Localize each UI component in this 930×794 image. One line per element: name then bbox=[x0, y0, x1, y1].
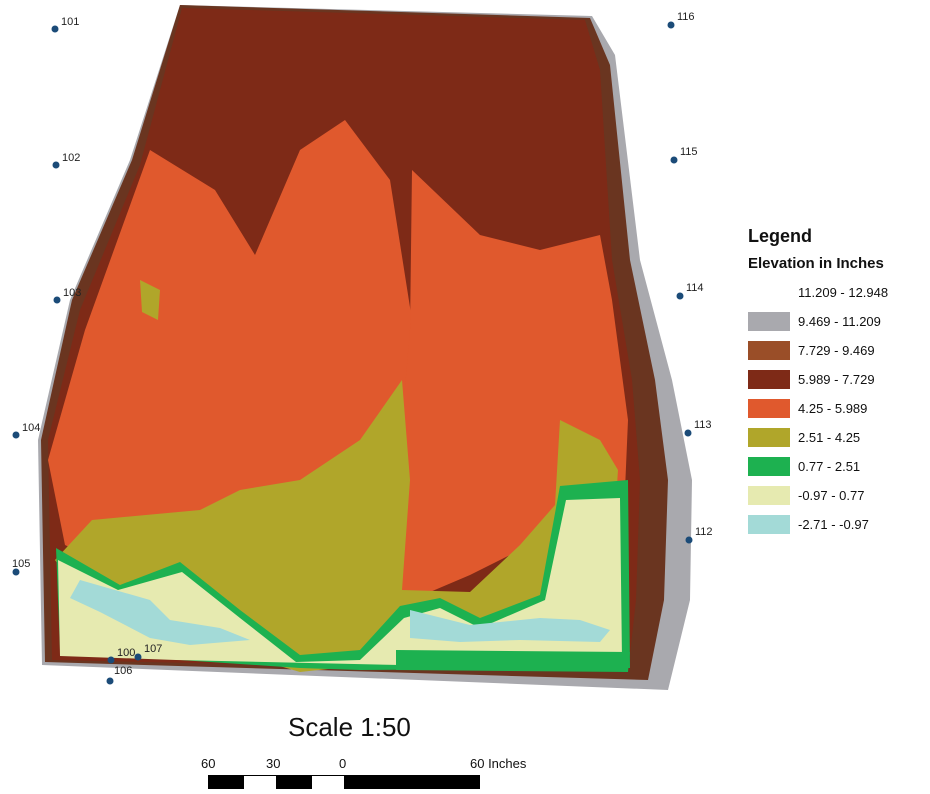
legend-item: -0.97 - 0.77 bbox=[748, 481, 928, 510]
elevation-zone-n271-n097-left bbox=[70, 580, 250, 645]
station-104-label: 104 bbox=[22, 422, 40, 434]
legend-item-label: 9.469 - 11.209 bbox=[798, 314, 881, 329]
scale-bar-segment bbox=[208, 775, 244, 789]
legend-swatch bbox=[748, 341, 790, 360]
legend-swatch bbox=[748, 457, 790, 476]
elevation-zone-n271-n097-right bbox=[410, 610, 610, 642]
scale-bar-segment bbox=[344, 775, 480, 789]
station-105-label: 105 bbox=[12, 558, 30, 570]
station-113-label: 113 bbox=[694, 419, 712, 431]
legend-item: 4.25 - 5.989 bbox=[748, 394, 928, 423]
scale-tick-60-left: 60 bbox=[201, 756, 216, 771]
station-112-label: 112 bbox=[695, 526, 713, 538]
station-103-label: 103 bbox=[63, 287, 81, 299]
station-100-marker[interactable] bbox=[107, 656, 115, 664]
station-102-label: 102 bbox=[62, 152, 80, 164]
station-116-marker[interactable] bbox=[667, 21, 675, 29]
legend-subtitle: Elevation in Inches bbox=[748, 255, 884, 272]
scale-tick-0: 0 bbox=[339, 756, 347, 771]
elevation-map: 101 102 103 104 105 100 107 106 112 113 … bbox=[12, 5, 713, 690]
legend-item-label: 2.51 - 4.25 bbox=[798, 430, 861, 445]
station-104-marker[interactable] bbox=[12, 431, 20, 439]
legend-item-label: -0.97 - 0.77 bbox=[798, 488, 865, 503]
station-100-label: 100 bbox=[117, 647, 135, 659]
station-105-marker[interactable] bbox=[12, 568, 20, 576]
station-101-label: 101 bbox=[61, 16, 79, 28]
scale-title: Scale 1:50 bbox=[288, 712, 411, 742]
scale-tick-30: 30 bbox=[266, 756, 281, 771]
legend-item-label: 0.77 - 2.51 bbox=[798, 459, 861, 474]
legend-swatch bbox=[748, 399, 790, 418]
legend-item: 11.209 - 12.948 bbox=[748, 278, 928, 307]
scale-bar-segment bbox=[276, 775, 312, 789]
legend-swatch bbox=[748, 283, 790, 302]
legend: Legend Elevation in Inches 11.209 - 12.9… bbox=[748, 226, 928, 539]
scale-bar-segment bbox=[244, 775, 276, 789]
station-115-marker[interactable] bbox=[670, 156, 678, 164]
station-107-marker[interactable] bbox=[134, 653, 142, 661]
legend-item-label: 5.989 - 7.729 bbox=[798, 372, 875, 387]
scale-tick-60-right: 60 Inches bbox=[470, 756, 527, 771]
legend-item: -2.71 - -0.97 bbox=[748, 510, 928, 539]
legend-item: 0.77 - 2.51 bbox=[748, 452, 928, 481]
legend-swatch bbox=[748, 428, 790, 447]
station-112-marker[interactable] bbox=[685, 536, 693, 544]
legend-item: 7.729 - 9.469 bbox=[748, 336, 928, 365]
legend-item: 9.469 - 11.209 bbox=[748, 307, 928, 336]
legend-swatch bbox=[748, 370, 790, 389]
legend-item-label: 11.209 - 12.948 bbox=[798, 285, 889, 300]
station-115-label: 115 bbox=[680, 146, 698, 158]
legend-item: 2.51 - 4.25 bbox=[748, 423, 928, 452]
legend-item-label: 4.25 - 5.989 bbox=[798, 401, 868, 416]
station-106-marker[interactable] bbox=[106, 677, 114, 685]
elevation-zone-0770-2510-strip bbox=[396, 650, 630, 672]
station-106-label: 106 bbox=[114, 665, 132, 677]
station-107-label: 107 bbox=[144, 643, 162, 655]
elevation-zone-2510-4250-patch bbox=[140, 280, 160, 320]
station-102-marker[interactable] bbox=[52, 161, 60, 169]
legend-title: Legend bbox=[748, 226, 813, 246]
legend-item: 5.989 - 7.729 bbox=[748, 365, 928, 394]
station-103-marker[interactable] bbox=[53, 296, 61, 304]
legend-item-label: 7.729 - 9.469 bbox=[798, 343, 875, 358]
legend-swatch bbox=[748, 486, 790, 505]
scale-bar-segment bbox=[312, 775, 344, 789]
station-101-marker[interactable] bbox=[51, 25, 59, 33]
station-markers: 101 102 103 104 105 100 107 106 112 113 … bbox=[12, 11, 713, 685]
station-114-label: 114 bbox=[686, 282, 704, 294]
station-114-marker[interactable] bbox=[676, 292, 684, 300]
legend-item-label: -2.71 - -0.97 bbox=[798, 517, 869, 532]
station-113-marker[interactable] bbox=[684, 429, 692, 437]
legend-swatch bbox=[748, 312, 790, 331]
elevation-zone-n097-0770 bbox=[58, 498, 622, 665]
station-116-label: 116 bbox=[677, 11, 695, 23]
legend-swatch bbox=[748, 515, 790, 534]
